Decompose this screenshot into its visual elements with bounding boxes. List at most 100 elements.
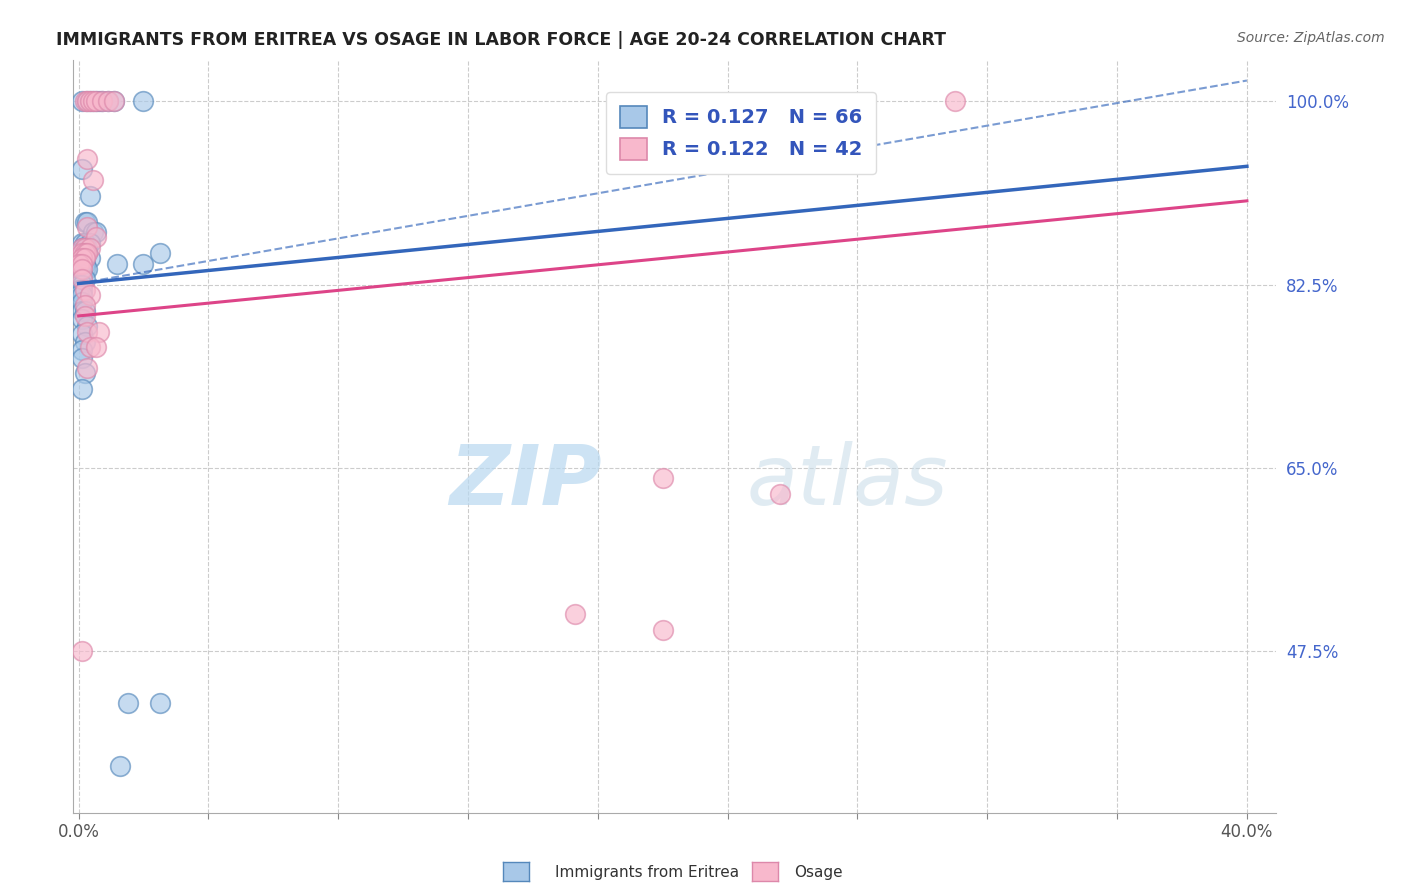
Legend: R = 0.127   N = 66, R = 0.122   N = 42: R = 0.127 N = 66, R = 0.122 N = 42 [606, 92, 876, 174]
Point [651, 623, 673, 637]
Point [67, 277, 90, 292]
Point [79, 235, 101, 250]
Point [70, 295, 93, 310]
Point [67, 257, 90, 271]
Point [79, 241, 101, 255]
Point [70, 235, 93, 250]
Text: ZIP: ZIP [450, 441, 602, 522]
Point [70, 343, 93, 358]
Point [73, 241, 96, 255]
Point [84, 340, 107, 354]
Point [73, 367, 96, 381]
Point [87, 95, 110, 109]
Point [82, 95, 104, 109]
Point [70, 326, 93, 341]
Point [70, 95, 93, 109]
Point [84, 95, 107, 109]
Point [73, 283, 96, 297]
Point [67, 257, 90, 271]
Point [73, 272, 96, 286]
Point [73, 241, 96, 255]
Point [70, 257, 93, 271]
Point [768, 487, 790, 501]
Point [76, 246, 98, 260]
Point [117, 696, 139, 710]
Point [70, 241, 93, 255]
Point [73, 261, 96, 276]
Point [70, 644, 93, 658]
Point [103, 95, 125, 109]
Point [103, 95, 125, 109]
Point [73, 235, 96, 250]
Point [70, 241, 93, 255]
Point [76, 241, 98, 255]
Point [70, 272, 93, 286]
Point [70, 267, 93, 281]
Point [79, 95, 101, 109]
Point [70, 257, 93, 271]
Point [82, 225, 104, 239]
Point [91, 95, 114, 109]
Point [73, 257, 96, 271]
Point [149, 696, 172, 710]
Point [79, 188, 101, 202]
Point [105, 257, 128, 271]
Point [97, 95, 120, 109]
Point [97, 95, 120, 109]
Point [76, 325, 98, 339]
Point [73, 246, 96, 260]
Point [79, 340, 101, 354]
Text: Immigrants from Eritrea: Immigrants from Eritrea [555, 865, 740, 880]
Point [67, 261, 90, 276]
Point [70, 277, 93, 292]
Point [70, 272, 93, 286]
Point [943, 95, 966, 109]
Point [149, 246, 172, 260]
Point [87, 325, 110, 339]
Point [76, 219, 98, 234]
Point [76, 95, 98, 109]
Point [76, 246, 98, 260]
Point [76, 319, 98, 334]
Text: IMMIGRANTS FROM ERITREA VS OSAGE IN LABOR FORCE | AGE 20-24 CORRELATION CHART: IMMIGRANTS FROM ERITREA VS OSAGE IN LABO… [56, 31, 946, 49]
Point [108, 759, 131, 773]
Point [73, 303, 96, 318]
Point [73, 298, 96, 312]
Point [70, 261, 93, 276]
Point [70, 283, 93, 297]
Point [70, 246, 93, 260]
Point [76, 215, 98, 229]
Point [73, 215, 96, 229]
Text: atlas: atlas [747, 441, 948, 522]
Point [84, 95, 107, 109]
Point [79, 95, 101, 109]
Point [70, 351, 93, 365]
Text: Osage: Osage [794, 865, 844, 880]
Point [73, 252, 96, 266]
Point [84, 230, 107, 244]
Point [82, 95, 104, 109]
Point [67, 288, 90, 302]
Point [132, 257, 155, 271]
Point [70, 312, 93, 326]
Point [70, 288, 93, 302]
Point [132, 95, 155, 109]
Point [70, 246, 93, 260]
Point [67, 246, 90, 260]
Point [76, 95, 98, 109]
Point [67, 267, 90, 281]
Point [76, 261, 98, 276]
Point [67, 252, 90, 266]
Point [76, 152, 98, 166]
Point [67, 283, 90, 297]
Point [70, 261, 93, 276]
Point [651, 471, 673, 485]
Point [82, 173, 104, 187]
Text: Source: ZipAtlas.com: Source: ZipAtlas.com [1237, 31, 1385, 45]
Point [70, 252, 93, 266]
Point [84, 225, 107, 239]
Point [73, 252, 96, 266]
Point [73, 95, 96, 109]
Point [70, 382, 93, 396]
Point [70, 252, 93, 266]
